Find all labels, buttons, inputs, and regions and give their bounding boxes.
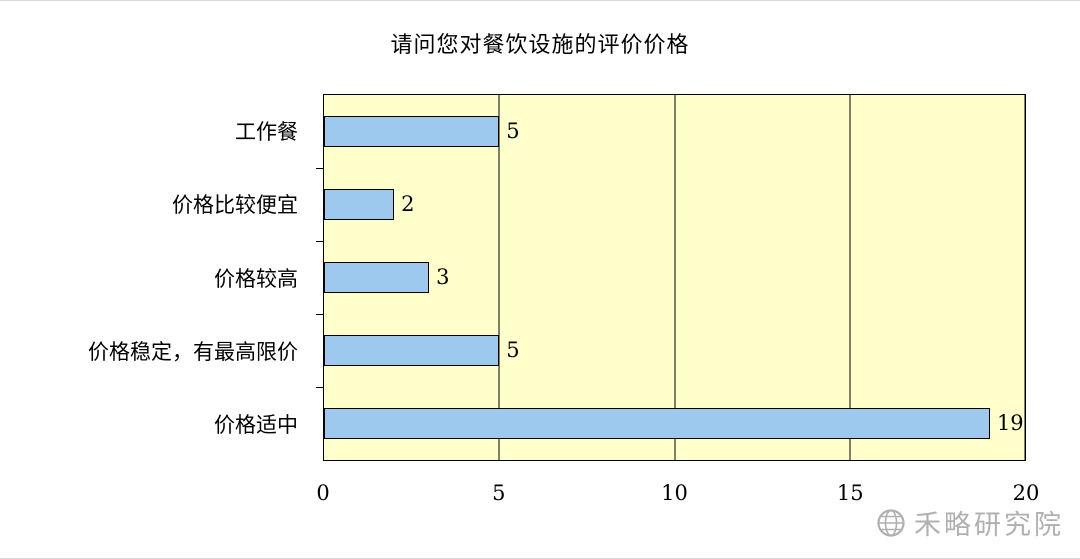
- y-axis-tick: [316, 241, 324, 242]
- chart-title: 请问您对餐饮设施的评价价格: [390, 33, 690, 58]
- value-label: 5: [506, 119, 520, 143]
- globe-icon: [876, 508, 906, 538]
- x-tick-label: 10: [661, 481, 688, 505]
- gridline: [849, 95, 851, 460]
- y-axis-tick: [316, 387, 324, 388]
- category-label: 价格稳定，有最高限价: [88, 339, 298, 364]
- value-label: 2: [401, 192, 415, 216]
- y-axis-tick: [316, 168, 324, 169]
- category-label: 价格较高: [214, 266, 298, 291]
- category-axis: 工作餐价格比较便宜价格较高价格稳定，有最高限价价格适中: [0, 94, 311, 461]
- bar: [324, 335, 500, 366]
- gridline: [498, 95, 500, 460]
- x-tick-label: 20: [1012, 481, 1040, 505]
- value-label: 5: [506, 338, 520, 362]
- category-label: 价格比较便宜: [172, 193, 298, 218]
- x-tick-label: 0: [316, 481, 330, 505]
- value-label: 3: [436, 265, 450, 289]
- category-label: 工作餐: [235, 119, 298, 144]
- value-label: 19: [996, 411, 1024, 435]
- plot-area: 5 2 3 5 19: [316, 94, 1026, 461]
- gridline: [674, 95, 675, 460]
- x-axis: 0 5 10 15 20: [316, 481, 1039, 511]
- x-tick-label: 5: [492, 481, 506, 505]
- category-label: 价格适中: [214, 413, 298, 438]
- x-tick-label: 15: [836, 481, 864, 505]
- bar: [324, 116, 500, 147]
- bar: [324, 408, 990, 439]
- gridline: [1024, 95, 1026, 460]
- bar: [324, 262, 430, 293]
- y-axis-tick: [316, 314, 324, 315]
- bar: [324, 189, 395, 220]
